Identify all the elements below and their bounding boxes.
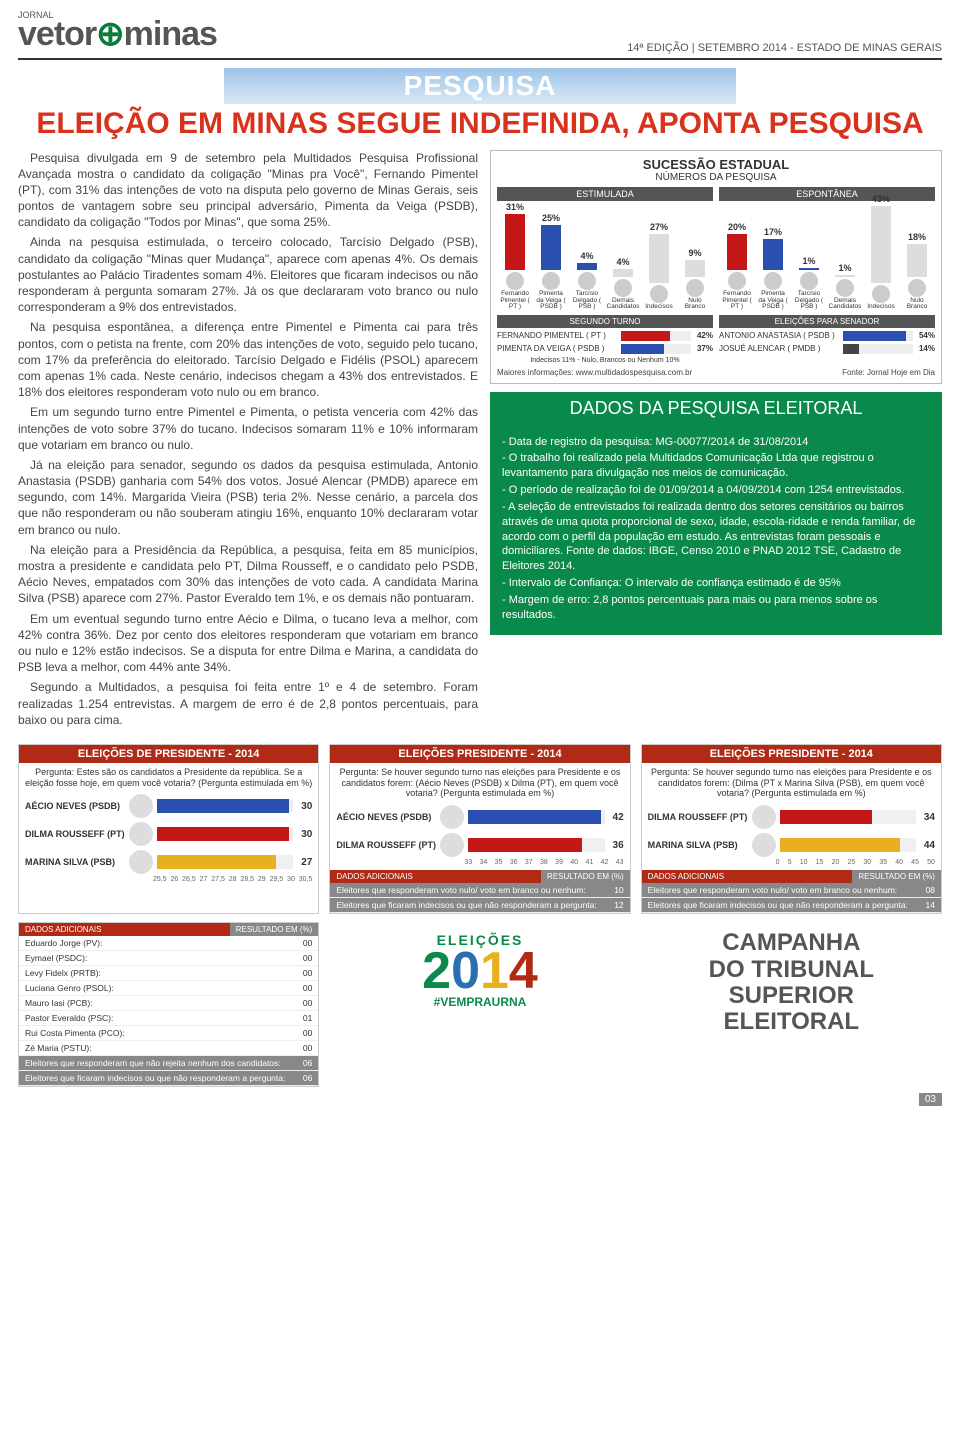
hbar-row: PIMENTA DA VEIGA ( PSDB )37%	[497, 344, 713, 354]
candidate-row: AÉCIO NEVES (PSDB)30	[19, 792, 318, 820]
article-paragraph: Já na eleição para senador, segundo os d…	[18, 457, 478, 538]
poll-panel: ELEIÇÕES PRESIDENTE - 2014Pergunta: Se h…	[329, 744, 630, 914]
extra-header: DADOS ADICIONAISRESULTADO EM (%)	[19, 923, 318, 936]
sub-header: SEGUNDO TURNO	[497, 315, 713, 328]
extra-row: Eduardo Jorge (PV):00	[19, 936, 318, 951]
extra-row-dark: Eleitores que responderam que não rejeit…	[19, 1056, 318, 1071]
extra-row: Rui Costa Pimenta (PCO):00	[19, 1026, 318, 1041]
candidate-row: DILMA ROUSSEFF (PT)34	[642, 803, 941, 831]
hbar-row: FERNANDO PIMENTEL ( PT )42%	[497, 331, 713, 341]
survey-title: SUCESSÃO ESTADUAL	[497, 157, 935, 172]
tse-campaign: CAMPANHADO TRIBUNALSUPERIORELEITORAL	[641, 922, 942, 1044]
avatar	[440, 833, 464, 857]
extra-row-dark: Eleitores que ficaram indecisos ou que n…	[642, 898, 941, 913]
avatar	[752, 833, 776, 857]
bar-column: 17%Pimenta da Veiga ( PSDB )	[758, 227, 788, 310]
avatar	[129, 850, 153, 874]
extra-row: Zé Maria (PSTU):00	[19, 1041, 318, 1056]
hbar-row: ANTONIO ANASTASIA ( PSDB )54%	[719, 331, 935, 341]
headline: ELEIÇÃO EM MINAS SEGUE INDEFINIDA, APONT…	[18, 108, 942, 140]
bar-column: 4%Demais Candidatos	[608, 257, 638, 310]
bar-column: 9%Nulo Branco	[680, 248, 710, 310]
poll-header: ELEIÇÕES DE PRESIDENTE - 2014	[19, 745, 318, 763]
survey-foot-left: Maiores informações: www.multidadospesqu…	[497, 368, 692, 377]
eleicoes-2014-logo: ELEIÇÕES 2014 #VEMPRAURNA	[329, 922, 630, 1019]
bar-column: 20%Fernando Pimentel ( PT )	[722, 222, 752, 311]
poll-header: ELEIÇÕES PRESIDENTE - 2014	[642, 745, 941, 763]
article-paragraph: Na eleição para a Presidência da Repúbli…	[18, 542, 478, 607]
extra-header: DADOS ADICIONAISRESULTADO EM (%)	[642, 870, 941, 883]
extra-row-dark: Eleitores que ficaram indecisos ou que n…	[19, 1071, 318, 1086]
article-paragraph: Segundo a Multidados, a pesquisa foi fei…	[18, 679, 478, 728]
bar-column: 1%Tarcísio Delgado ( PSB )	[794, 256, 824, 310]
survey-box: SUCESSÃO ESTADUAL NÚMEROS DA PESQUISA ES…	[490, 150, 942, 384]
green-line: - O período de realização foi de 01/09/2…	[502, 483, 930, 498]
article-paragraph: Em um segundo turno entre Pimentel e Pim…	[18, 404, 478, 453]
green-header: DADOS DA PESQUISA ELEITORAL	[490, 392, 942, 425]
survey-foot-right: Fonte: Jornal Hoje em Dia	[842, 368, 935, 377]
green-line: - Data de registro da pesquisa: MG-00077…	[502, 435, 930, 450]
poll-question: Pergunta: Estes são os candidatos a Pres…	[19, 763, 318, 793]
candidate-row: MARINA SILVA (PSB)44	[642, 831, 941, 859]
edition-label: 14ª EDIÇÃO | SETEMBRO 2014 - ESTADO DE M…	[627, 42, 942, 54]
avatar	[129, 794, 153, 818]
article-paragraph: Na pesquisa espontânea, a diferença entr…	[18, 319, 478, 400]
avatar	[129, 822, 153, 846]
green-line: - Intervalo de Confiança: O intervalo de…	[502, 576, 930, 591]
bar-column: 25%Pimenta da Veiga ( PSDB )	[536, 213, 566, 311]
extra-row: Pastor Everaldo (PSC):01	[19, 1011, 318, 1026]
poll-panel: ELEIÇÕES DE PRESIDENTE - 2014Pergunta: E…	[18, 744, 319, 914]
extra-row-dark: Eleitores que responderam voto nulo/ vot…	[642, 883, 941, 898]
extra-row: Levy Fidelx (PRTB):00	[19, 966, 318, 981]
candidate-row: MARINA SILVA (PSB)27	[19, 848, 318, 876]
chart-panel: ESTIMULADA31%Fernando Pimentel ( PT )25%…	[497, 187, 713, 364]
poll-question: Pergunta: Se houver segundo turno nas el…	[642, 763, 941, 803]
chart-panel: ESPONTÂNEA 20%Fernando Pimentel ( PT )17%…	[719, 187, 935, 364]
extra-row-dark: Eleitores que ficaram indecisos ou que n…	[330, 898, 629, 913]
poll-panel: ELEIÇÕES PRESIDENTE - 2014Pergunta: Se h…	[641, 744, 942, 914]
chart-header: ESTIMULADA	[497, 187, 713, 201]
extra-header: DADOS ADICIONAISRESULTADO EM (%)	[330, 870, 629, 883]
candidate-row: AÉCIO NEVES (PSDB)42	[330, 803, 629, 831]
avatar	[752, 805, 776, 829]
logo: JORNAL vetor⊕minas	[18, 10, 217, 54]
survey-sub: NÚMEROS DA PESQUISA	[497, 172, 935, 183]
extra-row: Mauro Iasi (PCB):00	[19, 996, 318, 1011]
sub-header: ELEIÇÕES PARA SENADOR	[719, 315, 935, 328]
header: JORNAL vetor⊕minas 14ª EDIÇÃO | SETEMBRO…	[18, 10, 942, 60]
banner: PESQUISA	[18, 68, 942, 104]
bar-column: 43%Indecisos	[866, 194, 896, 311]
green-line: - Margem de erro: 2,8 pontos percentuais…	[502, 593, 930, 623]
bar-column: 1%Demais Candidatos	[830, 263, 860, 311]
green-box: DADOS DA PESQUISA ELEITORAL - Data de re…	[490, 392, 942, 635]
bar-column: 31%Fernando Pimentel ( PT )	[500, 202, 530, 310]
article-paragraph: Em um eventual segundo turno entre Aécio…	[18, 611, 478, 676]
extra-row: Eymael (PSDC):00	[19, 951, 318, 966]
candidate-row: DILMA ROUSSEFF (PT)36	[330, 831, 629, 859]
article-body: Pesquisa divulgada em 9 de setembro pela…	[18, 150, 478, 732]
candidate-row: DILMA ROUSSEFF (PT)30	[19, 820, 318, 848]
chart-header: ESPONTÂNEA	[719, 187, 935, 201]
chart-note: Indecisos 11% - Nulo, Brancos ou Nenhum …	[497, 357, 713, 364]
green-line: - O trabalho foi realizado pela Multidad…	[502, 451, 930, 481]
avatar	[440, 805, 464, 829]
poll-question: Pergunta: Se houver segundo turno nas el…	[330, 763, 629, 803]
extra-row-dark: Eleitores que responderam voto nulo/ vot…	[330, 883, 629, 898]
green-line: - A seleção de entrevistados foi realiza…	[502, 500, 930, 574]
poll-header: ELEIÇÕES PRESIDENTE - 2014	[330, 745, 629, 763]
article-paragraph: Ainda na pesquisa estimulada, o terceiro…	[18, 234, 478, 315]
bar-column: 18%Nulo Branco	[902, 232, 932, 310]
hbar-row: JOSUÉ ALENCAR ( PMDB )14%	[719, 344, 935, 354]
page-number: 03	[919, 1093, 942, 1106]
bar-column: 4%Tarcísio Delgado ( PSB )	[572, 251, 602, 311]
article-paragraph: Pesquisa divulgada em 9 de setembro pela…	[18, 150, 478, 231]
bar-column: 27%Indecisos	[644, 222, 674, 310]
extra-row: Luciana Genro (PSOL):00	[19, 981, 318, 996]
